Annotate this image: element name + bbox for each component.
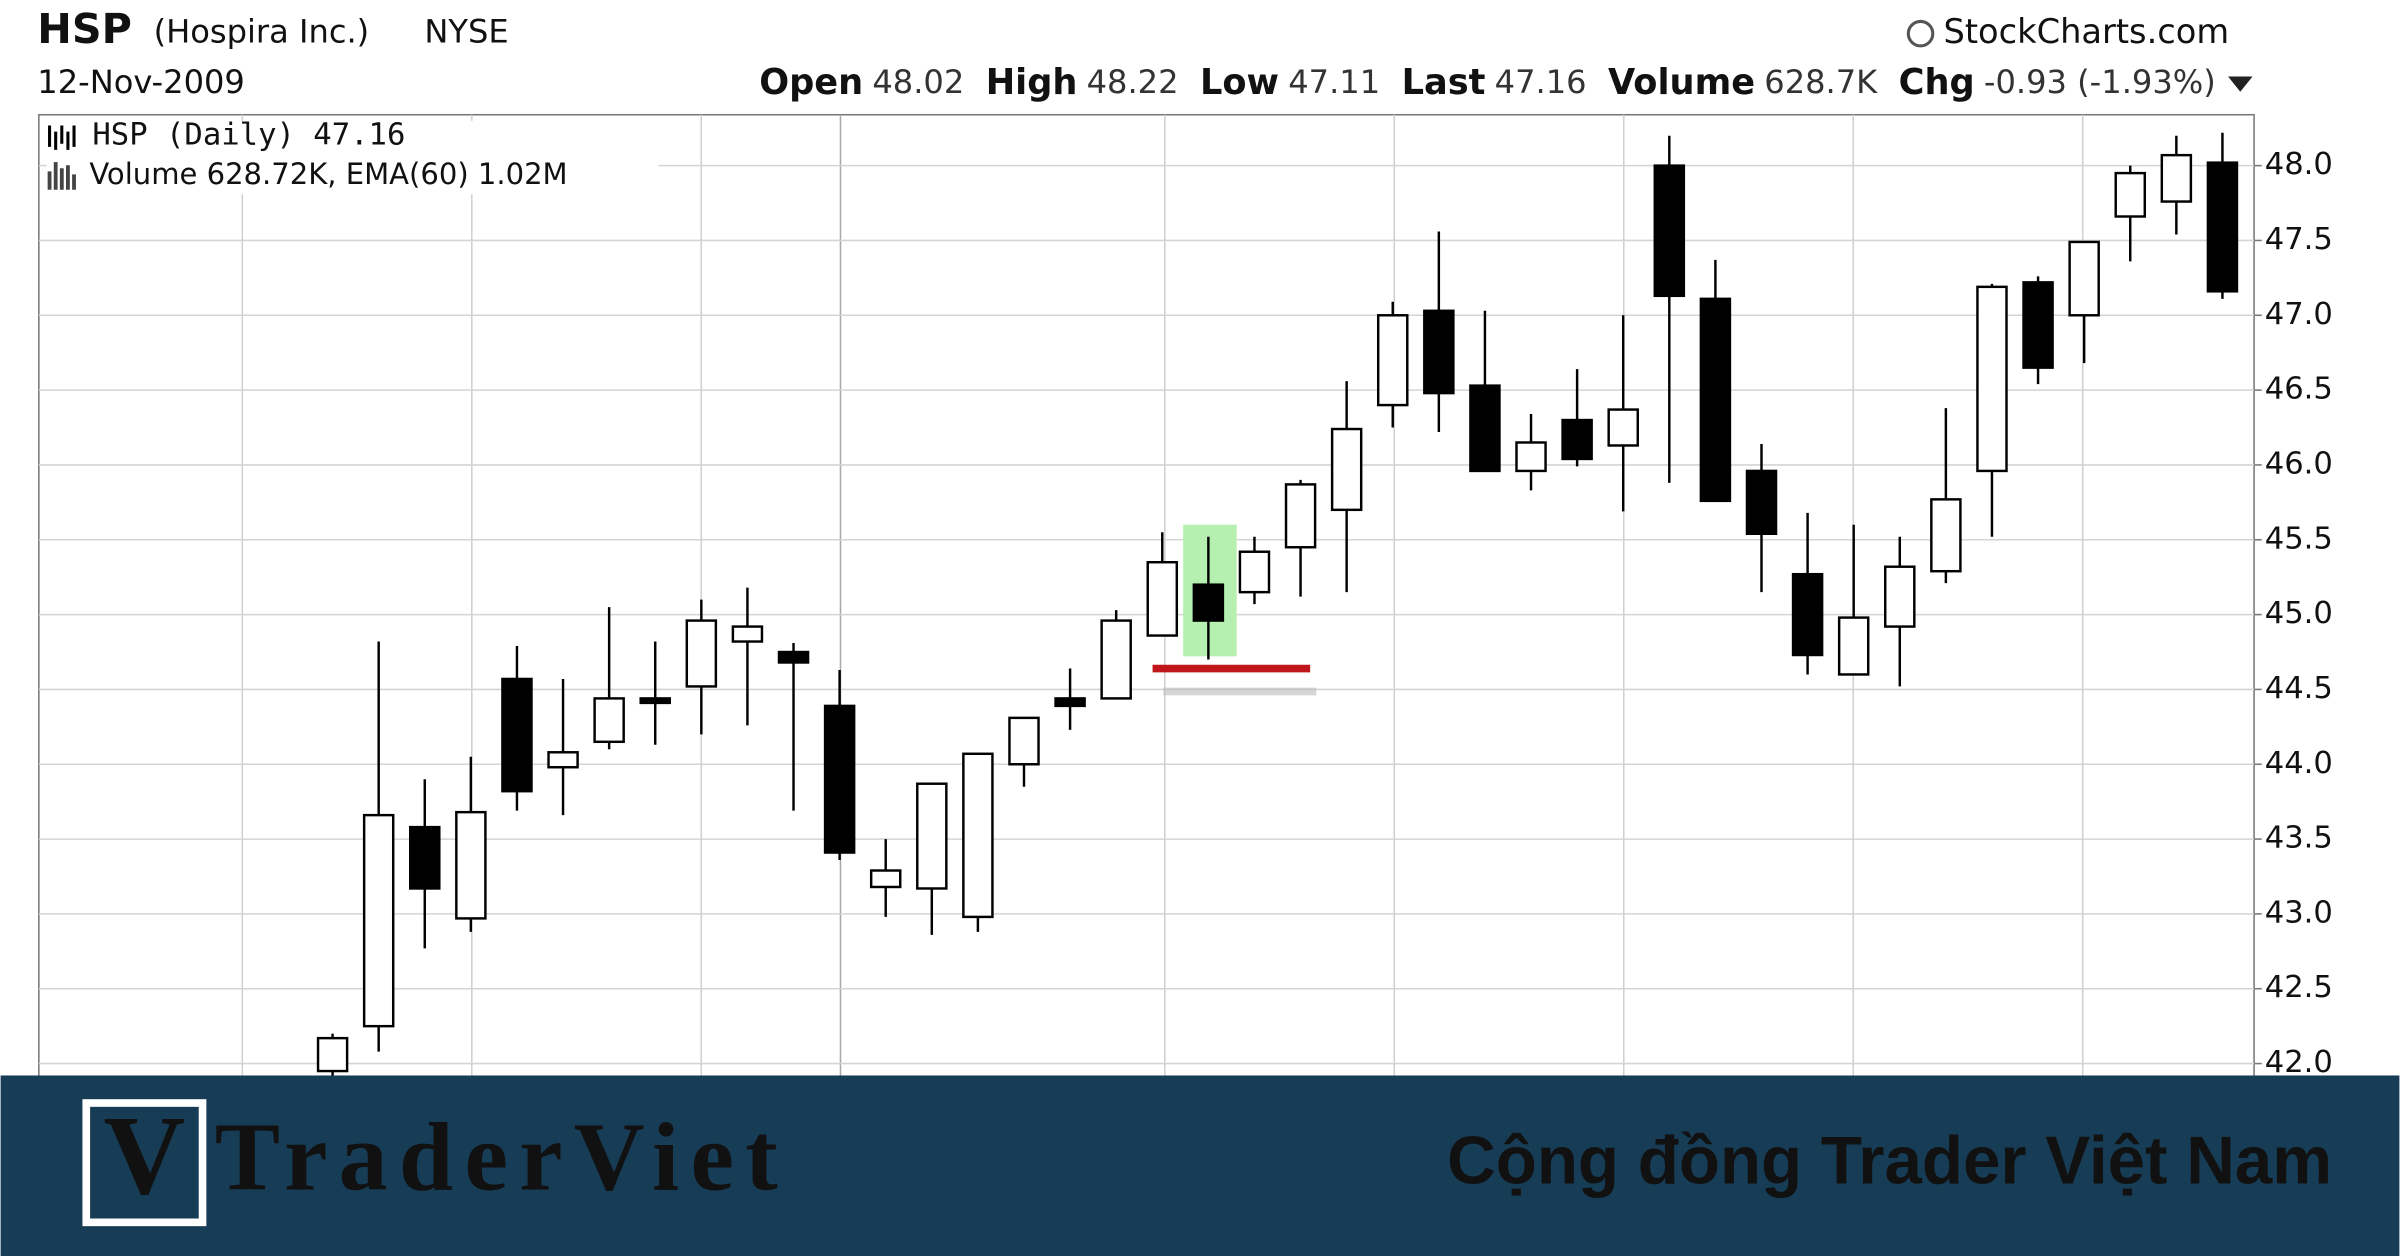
candle-body	[1930, 498, 1962, 573]
candle-body	[962, 752, 994, 919]
candle-body	[1699, 297, 1732, 503]
y-tick-label: 42.0	[2265, 1045, 2333, 1080]
candle-body	[1791, 572, 1824, 657]
quote-value: 48.02	[872, 63, 964, 101]
candle-body	[823, 704, 856, 854]
quote-label: Chg	[1899, 62, 1975, 103]
y-tick-label: 43.5	[2265, 821, 2333, 856]
legend-entry: HSP (Daily) 47.16	[92, 118, 405, 153]
candle-body	[2022, 281, 2054, 369]
candle-body	[1284, 483, 1317, 549]
quote-value: 48.22	[1087, 63, 1179, 101]
logo-text: TraderViet	[215, 1104, 778, 1212]
quote-label: High	[986, 62, 1078, 103]
candle-body	[1745, 469, 1778, 536]
y-tick-label: 43.0	[2265, 895, 2333, 930]
candle-body	[869, 869, 902, 889]
exchange: NYSE	[424, 13, 508, 51]
candle-body	[1330, 427, 1363, 512]
legend: HSP (Daily) 47.16 Volume 628.72K, EMA(60…	[46, 118, 659, 195]
candle-body	[1192, 583, 1225, 622]
candle-body	[639, 697, 671, 705]
quote-value: 47.11	[1288, 63, 1380, 101]
banner	[0, 1075, 2400, 1256]
quote-value: 47.16	[1495, 63, 1587, 101]
candle-body	[547, 751, 579, 769]
plot-area	[38, 114, 2262, 1079]
candle-body	[1515, 441, 1547, 473]
candle-body	[2068, 240, 2100, 317]
candle-body	[731, 625, 764, 643]
logo-box	[82, 1099, 207, 1227]
candle-body	[316, 1036, 349, 1073]
quote-line: Open 48.02 High 48.22 Low 47.11 Last 47.16 Volum…	[759, 62, 2216, 103]
candle-body	[777, 650, 810, 664]
legend-entry: Volume 628.72K, EMA(60) 1.02M	[89, 157, 567, 191]
candle-body	[1561, 418, 1593, 461]
company: (Hospira Inc.)	[154, 13, 370, 51]
candle-body	[501, 677, 533, 793]
y-tick-label: 45.5	[2265, 521, 2333, 556]
copyright-icon	[1906, 19, 1935, 48]
y-tick-label: 47.0	[2265, 297, 2333, 332]
candle-body	[455, 810, 487, 920]
candle-body	[1884, 565, 1916, 628]
candle-body	[409, 825, 441, 890]
quote-value: 628.7K	[1764, 63, 1878, 101]
quote-label: Volume	[1608, 62, 1755, 103]
candle-body	[362, 813, 395, 1028]
tagline: Cộng đồng Trader Việt Nam	[1447, 1124, 2332, 1199]
candle-body	[1100, 619, 1132, 700]
candle-body	[1976, 285, 2008, 473]
candle-body	[2114, 171, 2147, 218]
legend-icon	[47, 162, 76, 190]
quote-label: Last	[1402, 62, 1486, 103]
quote-label: Open	[759, 62, 863, 103]
y-tick-label: 47.5	[2265, 222, 2333, 257]
candle-body	[1837, 616, 1870, 676]
candle-body	[2160, 153, 2193, 203]
y-tick-label: 46.0	[2265, 446, 2333, 481]
chart-title: HSP	[37, 5, 132, 53]
source: StockCharts.com	[1944, 12, 2230, 51]
y-tick-label: 44.0	[2265, 746, 2333, 781]
y-tick-label: 45.0	[2265, 596, 2333, 631]
legend-bg	[46, 120, 659, 195]
candle-body	[1054, 697, 1086, 708]
quote-value: -0.93 (-1.93%)	[1984, 63, 2216, 101]
candle-body	[1653, 164, 1686, 298]
y-tick-label: 42.5	[2265, 970, 2333, 1005]
candle-body	[1469, 384, 1501, 473]
candle-body	[916, 782, 948, 890]
y-tick-label: 46.5	[2265, 372, 2333, 407]
candle-body	[2206, 161, 2239, 293]
candle-body	[1607, 408, 1639, 447]
y-tick-label: 48.0	[2265, 147, 2333, 182]
candle-body	[685, 619, 718, 688]
quote-label: Low	[1200, 62, 1279, 103]
dropdown-arrow[interactable]	[2228, 76, 2253, 92]
candle-body	[1238, 550, 1271, 594]
date: 12-Nov-2009	[37, 63, 245, 101]
y-tick-label: 44.5	[2265, 671, 2333, 706]
logo-letter: V	[104, 1093, 186, 1218]
candle-body	[1008, 716, 1040, 766]
candle-body	[1423, 309, 1455, 395]
candle-body	[1376, 314, 1409, 407]
candle-body	[1146, 560, 1179, 637]
candle-body	[593, 697, 625, 744]
